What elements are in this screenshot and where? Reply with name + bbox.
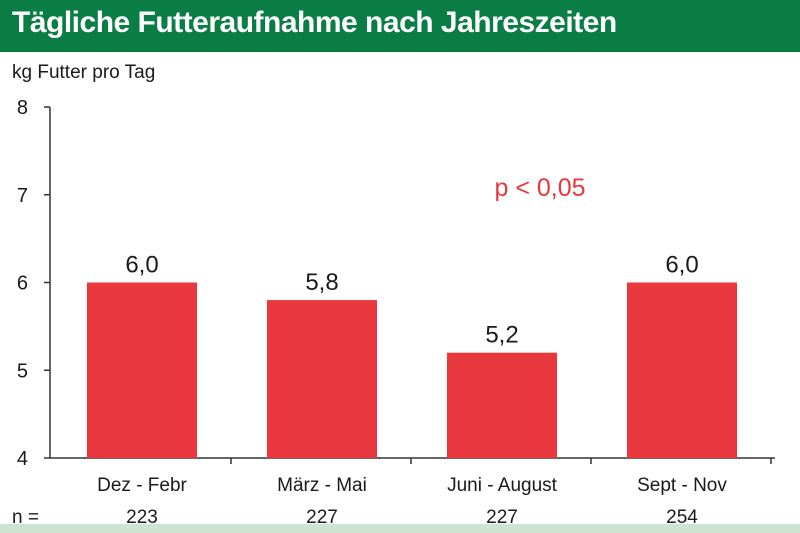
- x-tick-label: Juni - August: [447, 475, 558, 496]
- bottom-strip: [0, 524, 800, 533]
- n-value: 227: [486, 507, 518, 528]
- y-tick-label: 4: [17, 448, 28, 470]
- chart-title: Tägliche Futteraufnahme nach Jahreszeite…: [12, 6, 617, 39]
- significance-annotation: p < 0,05: [494, 174, 585, 202]
- bar: [447, 352, 557, 458]
- bar: [627, 282, 737, 458]
- bar-value-label: 5,2: [485, 322, 518, 349]
- bar: [87, 282, 197, 458]
- x-tick-label: Dez - Febr: [97, 475, 187, 496]
- y-tick-label: 6: [17, 273, 28, 295]
- y-tick-label: 8: [17, 97, 28, 119]
- n-value: 227: [306, 507, 338, 528]
- bar-value-label: 6,0: [125, 252, 158, 279]
- x-tick-label: März - Mai: [277, 475, 367, 496]
- bar: [267, 300, 377, 458]
- y-axis-label: kg Futter pro Tag: [12, 62, 156, 83]
- n-value: 254: [666, 507, 698, 528]
- y-tick-label: 5: [17, 360, 28, 382]
- y-tick-label: 7: [17, 185, 28, 207]
- n-value: 223: [126, 507, 158, 528]
- n-label: n =: [12, 507, 39, 528]
- bar-value-label: 5,8: [305, 269, 338, 296]
- title-bar: Tägliche Futteraufnahme nach Jahreszeite…: [0, 0, 800, 52]
- bar-value-label: 6,0: [665, 252, 698, 279]
- x-tick-label: Sept - Nov: [637, 475, 727, 496]
